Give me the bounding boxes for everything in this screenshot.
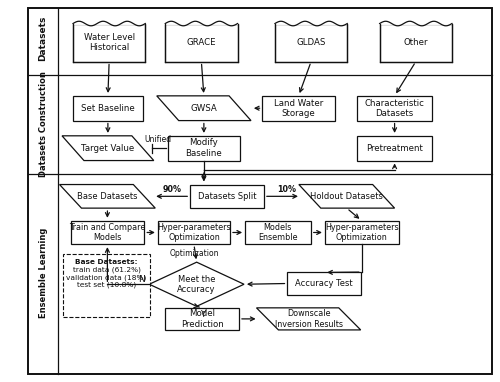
- Text: Modify
Baseline: Modify Baseline: [186, 139, 222, 158]
- Text: Y: Y: [200, 310, 205, 319]
- Text: Downscale
Inversion Results: Downscale Inversion Results: [274, 309, 342, 329]
- Text: Datasets: Datasets: [38, 16, 48, 62]
- FancyBboxPatch shape: [380, 24, 452, 62]
- Text: 10%: 10%: [278, 185, 296, 194]
- FancyBboxPatch shape: [325, 221, 398, 244]
- Text: validation data (18%): validation data (18%): [66, 274, 147, 281]
- Text: Unified: Unified: [144, 135, 172, 144]
- Text: Models
Ensemble: Models Ensemble: [258, 223, 298, 242]
- FancyBboxPatch shape: [165, 308, 239, 330]
- FancyBboxPatch shape: [63, 254, 150, 317]
- Text: Accuracy Test: Accuracy Test: [296, 279, 353, 288]
- Text: Datasets Split: Datasets Split: [198, 192, 256, 201]
- Text: Land Water
Storage: Land Water Storage: [274, 99, 323, 118]
- FancyBboxPatch shape: [70, 221, 144, 244]
- FancyBboxPatch shape: [357, 136, 432, 160]
- Text: Set Baseline: Set Baseline: [81, 104, 135, 113]
- Polygon shape: [62, 136, 154, 160]
- Text: Hyper-parameters
Optimization: Hyper-parameters Optimization: [157, 223, 230, 242]
- FancyBboxPatch shape: [275, 24, 347, 62]
- Polygon shape: [299, 185, 394, 208]
- Polygon shape: [256, 308, 360, 330]
- Text: Hyper-parameters
Optimization: Hyper-parameters Optimization: [325, 223, 398, 242]
- Text: Water Level
Historical: Water Level Historical: [84, 33, 134, 52]
- Text: 90%: 90%: [162, 185, 182, 194]
- Text: test set (10.8%): test set (10.8%): [77, 282, 136, 288]
- Text: GWSA: GWSA: [190, 104, 218, 113]
- FancyBboxPatch shape: [262, 96, 335, 121]
- Text: Pretreatment: Pretreatment: [366, 144, 423, 153]
- FancyBboxPatch shape: [357, 96, 432, 121]
- Text: Meet the
Accuracy: Meet the Accuracy: [178, 275, 216, 294]
- Text: Model
Prediction: Model Prediction: [181, 309, 224, 329]
- Text: Characteristic
Datasets: Characteristic Datasets: [364, 99, 424, 118]
- FancyBboxPatch shape: [73, 24, 146, 62]
- Polygon shape: [150, 262, 244, 306]
- FancyBboxPatch shape: [165, 24, 238, 62]
- Text: N: N: [138, 275, 144, 284]
- FancyBboxPatch shape: [158, 221, 230, 244]
- FancyBboxPatch shape: [288, 272, 361, 295]
- Polygon shape: [60, 185, 156, 208]
- Text: Datasets Construction: Datasets Construction: [38, 71, 48, 177]
- FancyBboxPatch shape: [168, 136, 240, 160]
- FancyBboxPatch shape: [190, 185, 264, 208]
- Text: GRACE: GRACE: [186, 38, 216, 47]
- FancyBboxPatch shape: [245, 221, 311, 244]
- Text: Target Value: Target Value: [82, 144, 134, 153]
- FancyBboxPatch shape: [28, 8, 492, 374]
- Text: Base Datasets: Base Datasets: [77, 192, 138, 201]
- Text: Other: Other: [404, 38, 428, 47]
- Text: Holdout Datasets: Holdout Datasets: [310, 192, 383, 201]
- Text: train data (61.2%): train data (61.2%): [72, 267, 140, 273]
- Text: Optimization: Optimization: [170, 249, 219, 258]
- Text: Base Datasets:: Base Datasets:: [76, 259, 138, 265]
- Text: Ensemble Learning: Ensemble Learning: [38, 228, 48, 318]
- Polygon shape: [157, 96, 251, 121]
- Text: Train and Compare
Models: Train and Compare Models: [69, 223, 146, 242]
- Text: GLDAS: GLDAS: [296, 38, 326, 47]
- FancyBboxPatch shape: [73, 96, 143, 121]
